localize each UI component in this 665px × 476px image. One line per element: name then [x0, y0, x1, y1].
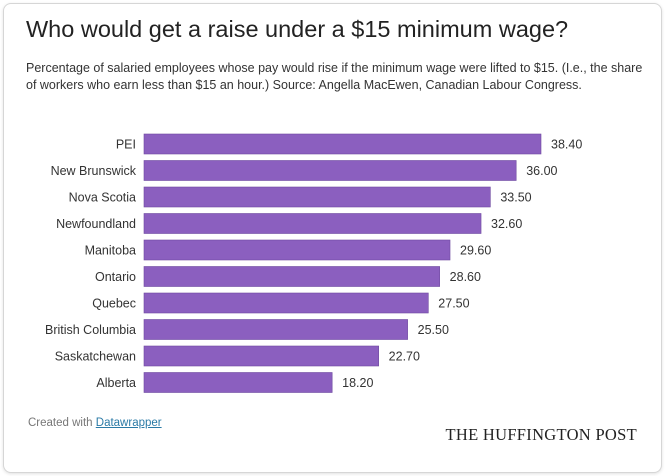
- value-label: 22.70: [389, 350, 420, 364]
- bar: [143, 133, 542, 155]
- value-label: 27.50: [438, 297, 469, 311]
- category-label: PEI: [116, 138, 136, 152]
- credit-line: Created with Datawrapper: [28, 417, 162, 429]
- bar: [143, 292, 429, 314]
- value-label: 29.60: [460, 244, 491, 258]
- credit-text: Created with: [28, 417, 96, 429]
- bar: [143, 319, 408, 340]
- bar: [143, 213, 482, 234]
- category-label: Saskatchewan: [55, 350, 136, 364]
- chart-card: Who would get a raise under a $15 minimu…: [3, 3, 662, 473]
- category-label: Newfoundland: [56, 217, 136, 231]
- value-label: 25.50: [418, 323, 449, 337]
- bar: [143, 345, 379, 367]
- value-label: 18.20: [342, 376, 373, 390]
- category-label: Ontario: [95, 270, 136, 284]
- bar: [143, 160, 517, 181]
- value-label: 28.60: [450, 270, 481, 284]
- bar: [143, 372, 333, 393]
- publisher-logo: THE HUFFINGTON POST: [445, 425, 637, 444]
- value-label: 32.60: [491, 217, 522, 231]
- value-label: 33.50: [500, 191, 531, 205]
- value-label: 36.00: [526, 164, 557, 178]
- bar: [143, 266, 440, 287]
- chart-title: Who would get a raise under a $15 minimu…: [26, 16, 569, 42]
- datawrapper-link[interactable]: Datawrapper: [95, 417, 162, 429]
- category-label: Nova Scotia: [69, 191, 136, 205]
- category-label: British Columbia: [45, 323, 136, 337]
- category-label: Manitoba: [85, 244, 136, 258]
- category-label: Quebec: [92, 297, 136, 311]
- value-label: 38.40: [551, 138, 582, 152]
- chart-subtitle: Percentage of salaried employees whose p…: [26, 61, 643, 92]
- bar-chart: PEI 38.40 New Brunswick 36.00 Nova Scotia 33.…: [45, 133, 582, 393]
- category-label: New Brunswick: [51, 164, 137, 178]
- bar: [143, 186, 491, 208]
- category-label: Alberta: [96, 376, 136, 390]
- bar: [143, 239, 451, 261]
